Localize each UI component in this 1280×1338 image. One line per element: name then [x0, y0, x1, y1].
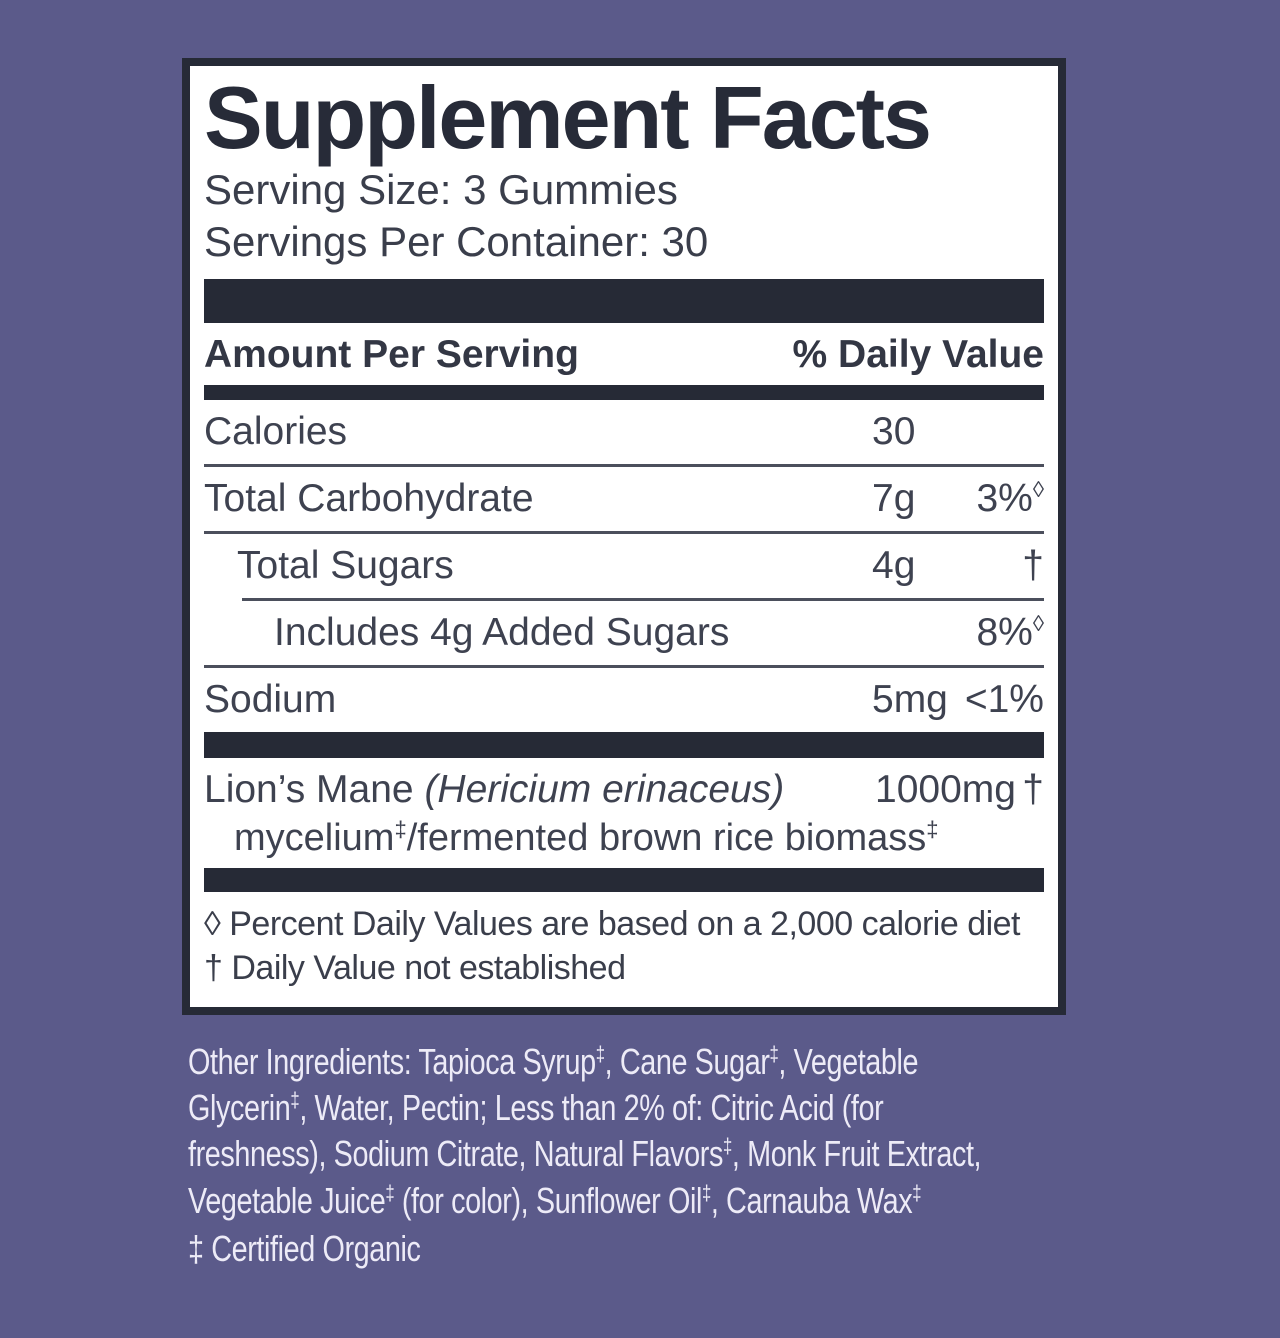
nutrient-label: Sodium [204, 677, 337, 721]
thick-divider-bar-mid [204, 731, 1044, 758]
nutrient-row-added-sugars: Includes 4g Added Sugars 8%◊ [204, 601, 1044, 665]
botanical-row-lions-mane: Lion’s Mane (Hericium erinaceus) myceliu… [204, 758, 1044, 868]
nutrient-row-sodium: Sodium 5mg <1% [204, 668, 1044, 732]
separator-indented [242, 597, 1044, 601]
nutrient-amount: 30 [872, 409, 916, 453]
amount-per-serving-header: Amount Per Serving [204, 332, 579, 376]
nutrient-amount: 7g [872, 476, 916, 520]
dv-text: 8% [976, 610, 1033, 654]
supplement-facts-panel: Supplement Facts Serving Size: 3 Gummies… [182, 58, 1066, 1016]
nutrient-label: Includes 4g Added Sugars [274, 610, 730, 654]
nutrient-row-total-sugars: Total Sugars 4g † [204, 534, 1044, 598]
column-header-row: Amount Per Serving % Daily Value [204, 323, 1044, 385]
daily-value-header: % Daily Value [792, 332, 1044, 376]
footnotes-block: ◊ Percent Daily Values are based on a 2,… [204, 892, 1044, 996]
nutrient-amount: 5mg [872, 677, 948, 721]
botanical-daily-value: † [1022, 767, 1044, 811]
thick-divider-bar-top [204, 278, 1044, 323]
dv-text: <1% [964, 677, 1044, 721]
botanical-latin-name: (Hericium erinaceus) [424, 767, 785, 811]
botanical-description-line: mycelium‡/fermented brown rice biomass‡ [234, 815, 939, 859]
nutrient-daily-value: † [959, 544, 1044, 588]
certified-organic-note: ‡ Certified Organic [188, 1227, 421, 1269]
nutrient-amount: 4g [872, 543, 916, 587]
nutrient-row-calories: Calories 30 [204, 400, 1044, 464]
dv-text: † [1022, 543, 1044, 587]
ingredients-line-3: freshness), Sodium Citrate, Natural Flav… [188, 1133, 982, 1175]
dv-superscript: ◊ [1032, 476, 1044, 502]
other-ingredients-block: Other Ingredients: Tapioca Syrup‡, Cane … [188, 1039, 1084, 1271]
separator [204, 664, 1044, 668]
botanical-name-line: Lion’s Mane (Hericium erinaceus) [204, 768, 1044, 812]
nutrient-daily-value: 8%◊ [959, 611, 1044, 655]
nutrient-row-total-carbohydrate: Total Carbohydrate 7g 3%◊ [204, 467, 1044, 531]
nutrient-label: Calories [204, 409, 348, 453]
separator [204, 463, 1044, 467]
thick-divider-bar-bottom [204, 867, 1044, 892]
nutrient-label: Total Carbohydrate [204, 476, 534, 520]
dv-text: 3% [976, 476, 1033, 520]
botanical-amount: 1000mg [875, 767, 1016, 811]
ingredients-line-2: Glycerin‡, Water, Pectin; Less than 2% o… [188, 1087, 884, 1129]
panel-title: Supplement Facts [204, 68, 932, 167]
header-divider-bar [204, 384, 1044, 400]
dv-superscript: ◊ [1032, 610, 1044, 636]
ingredients-line-1: Other Ingredients: Tapioca Syrup‡, Cane … [188, 1041, 919, 1083]
footnote-daily-value-not-established: † Daily Value not established [204, 949, 626, 988]
ingredients-line-4: Vegetable Juice‡ (for color), Sunflower … [188, 1179, 922, 1221]
separator [204, 530, 1044, 534]
botanical-name: Lion’s Mane [204, 767, 425, 811]
nutrient-label: Total Sugars [237, 543, 454, 587]
servings-per-container-line: Servings Per Container: 30 [204, 218, 709, 266]
nutrient-daily-value: 3%◊ [959, 477, 1044, 521]
serving-size-line: Serving Size: 3 Gummies [204, 165, 678, 213]
footnote-percent-daily-values: ◊ Percent Daily Values are based on a 2,… [204, 904, 1021, 943]
nutrient-daily-value: <1% [959, 678, 1044, 722]
